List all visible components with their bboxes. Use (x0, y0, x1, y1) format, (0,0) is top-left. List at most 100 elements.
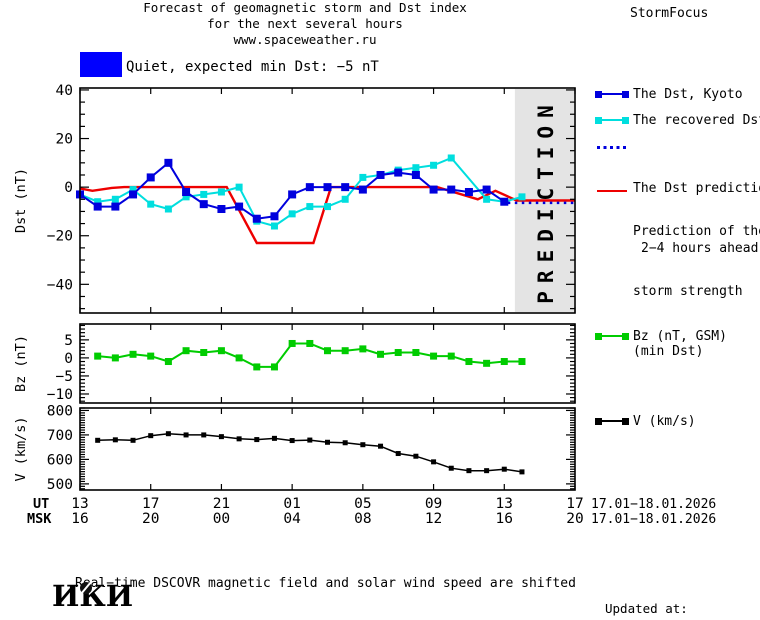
v-marker (484, 468, 490, 474)
kyoto-marker (164, 158, 173, 167)
bz-marker (430, 352, 438, 360)
ut-tick-label: 09 (425, 496, 442, 512)
v-ytick-label: 600 (47, 452, 73, 468)
recovered-marker (483, 195, 491, 203)
v-marker (271, 435, 277, 441)
title-line3: www.spaceweather.ru (233, 32, 377, 47)
storm-status-text: Quiet, expected min Dst: −5 nT (126, 59, 379, 75)
updated-at-block: Updated at: UT 13:05, 18.01.2026 MSK 16:… (605, 566, 760, 620)
dst-axis-label: Dst (nT) (13, 168, 29, 233)
v-ytick-label: 500 (47, 477, 73, 493)
recovered-marker (164, 205, 172, 213)
ut-axis-prefix: UT (33, 496, 49, 512)
kyoto-marker (323, 183, 332, 192)
dst-ytick-label: 20 (56, 132, 73, 148)
bz-legend-marker (595, 332, 629, 340)
legend-item-dst-kyoto: The Dst, Kyoto (595, 85, 743, 105)
recovered-marker (147, 200, 155, 208)
dst-panel-frame (79, 87, 576, 314)
v-marker (413, 453, 419, 459)
msk-tick-label: 16 (496, 511, 513, 527)
v-marker (360, 442, 366, 448)
iki-logo: ИКИ (52, 582, 133, 611)
msk-tick-label: 20 (142, 511, 159, 527)
recovered-marker (288, 210, 296, 218)
kyoto-marker (358, 185, 367, 194)
bz-marker (270, 363, 278, 371)
bz-marker (518, 358, 526, 366)
msk-tick-label: 16 (71, 511, 88, 527)
v-marker (519, 469, 525, 475)
kyoto-marker (341, 183, 350, 192)
msk-tick-label: 08 (354, 511, 371, 527)
recovered-marker (447, 154, 455, 162)
v-marker (112, 437, 118, 443)
recovered-marker (324, 203, 331, 211)
recovered-marker (129, 186, 137, 194)
ut-tick-label: 17 (142, 496, 159, 512)
legend-label: The recovered Dst (633, 113, 760, 128)
bz-marker (253, 363, 261, 371)
v-marker (95, 437, 101, 443)
v-ytick-label: 700 (47, 428, 73, 444)
v-marker (165, 431, 171, 437)
kyoto-marker (376, 170, 385, 179)
msk-date-range: 17.01−18.01.2026 (591, 512, 716, 527)
bz-marker (500, 358, 508, 366)
org-credits: Space Research Institute RAS iki.cosmos.… (130, 582, 366, 620)
recovered-marker (359, 173, 367, 181)
v-panel-frame (79, 407, 576, 491)
dst-ytick-label: −20 (47, 229, 73, 245)
ut-tick-label: 05 (354, 496, 371, 512)
recovered-marker (306, 203, 314, 211)
legend-label: (min Dst) (633, 344, 704, 359)
bz-marker (288, 339, 296, 347)
recovered-marker (217, 188, 225, 196)
recovered-marker (412, 164, 420, 172)
dst-ytick-label: 0 (64, 180, 73, 196)
legend-label: The Dst prediction (633, 181, 760, 196)
v-marker (378, 443, 384, 449)
v-marker (289, 438, 295, 444)
bz-marker (111, 354, 119, 362)
bz-marker (359, 345, 367, 353)
bz-marker (483, 359, 491, 367)
kyoto-marker (288, 190, 297, 199)
recovered-marker (182, 193, 190, 201)
kyoto-marker (411, 170, 420, 179)
title-line2: for the next several hours (207, 16, 403, 31)
storm-strength-legend-marker (597, 190, 627, 192)
legend-item-storm-strength: Prediction of the storm strength (min Ds… (597, 182, 760, 402)
ut-date-range: 17.01−18.01.2026 (591, 497, 716, 512)
kyoto-marker (464, 187, 473, 196)
kyoto-marker (305, 183, 314, 192)
iki-logo-text: ИКИ (52, 579, 134, 613)
legend-label: Prediction of the (633, 224, 760, 239)
legend-label: 2−4 hours ahead (641, 241, 759, 256)
legend-item-bz: Bz (nT, GSM) (595, 327, 727, 347)
recovered-marker (235, 183, 243, 191)
kyoto-marker (394, 168, 403, 177)
v-marker (325, 439, 330, 445)
kyoto-marker (111, 202, 120, 211)
kyoto-marker (235, 202, 244, 211)
note-line1: Real−time DSCOVR magnetic field and sola… (75, 576, 576, 591)
recovered-marker (341, 195, 349, 203)
bz-marker (394, 348, 402, 356)
bz-marker (412, 348, 420, 356)
v-marker (431, 459, 437, 465)
bz-marker (377, 350, 385, 358)
updated-label: Updated at: (605, 601, 688, 616)
recovered-marker (200, 190, 208, 198)
msk-tick-label: 04 (283, 511, 301, 527)
bz-marker (182, 347, 190, 355)
msk-axis-prefix: MSK (27, 511, 52, 527)
bz-marker (447, 352, 455, 360)
v-marker (395, 451, 401, 457)
v-marker (218, 434, 224, 440)
v-marker (307, 437, 313, 443)
bz-marker (164, 358, 172, 366)
kyoto-marker (146, 173, 155, 182)
page-title: Forecast of geomagnetic storm and Dst in… (0, 0, 610, 48)
ut-tick-label: 17 (566, 496, 583, 512)
